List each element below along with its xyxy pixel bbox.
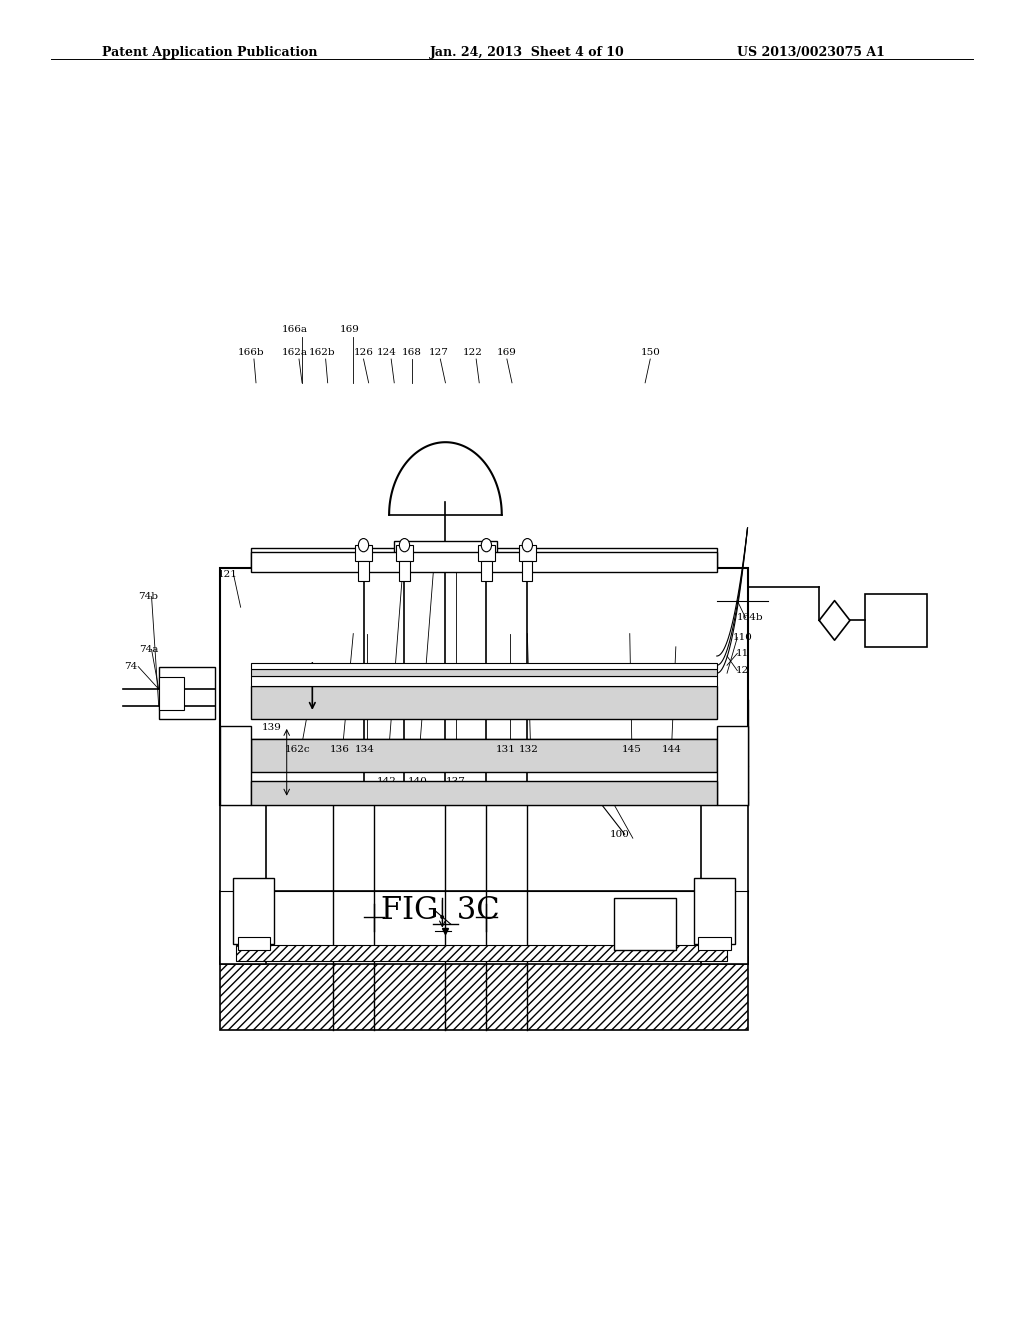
Text: FIG. 3C: FIG. 3C	[381, 895, 500, 927]
Text: 142: 142	[377, 777, 397, 785]
Text: 164b: 164b	[737, 614, 764, 622]
Text: 166a: 166a	[282, 326, 308, 334]
Bar	[220, 568, 748, 805]
Circle shape	[522, 539, 532, 552]
Text: 126: 126	[353, 348, 374, 356]
Text: 162a: 162a	[282, 348, 308, 356]
Bar	[220, 957, 748, 1030]
Bar	[717, 726, 748, 805]
Text: 145: 145	[622, 746, 642, 754]
Text: 74: 74	[125, 663, 137, 671]
Bar	[394, 541, 497, 568]
Bar	[233, 878, 274, 944]
Text: US 2013/0023075 A1: US 2013/0023075 A1	[737, 46, 885, 59]
Bar	[159, 667, 215, 719]
Text: 139: 139	[261, 723, 282, 731]
Text: 12: 12	[736, 667, 749, 675]
Bar	[698, 937, 731, 950]
Text: 150: 150	[640, 348, 660, 356]
Bar	[701, 805, 748, 964]
Text: 162b: 162b	[309, 348, 336, 356]
Text: 140: 140	[408, 777, 428, 785]
Text: 136: 136	[330, 746, 350, 754]
Bar	[358, 561, 369, 581]
Text: 100: 100	[609, 830, 630, 838]
Text: 131: 131	[496, 746, 516, 754]
Bar	[220, 891, 748, 964]
Bar	[614, 898, 676, 950]
Text: 127: 127	[428, 348, 449, 356]
Text: 74b: 74b	[138, 593, 159, 601]
Bar	[396, 545, 413, 561]
Bar	[251, 548, 717, 568]
Text: 169: 169	[497, 348, 517, 356]
Bar	[251, 781, 717, 805]
Text: Patent Application Publication: Patent Application Publication	[102, 46, 317, 59]
Text: 166b: 166b	[238, 348, 264, 356]
Circle shape	[358, 539, 369, 552]
Bar	[522, 561, 532, 581]
Text: 134: 134	[354, 746, 375, 754]
Bar	[251, 663, 717, 669]
Text: 162c: 162c	[285, 746, 311, 754]
Text: Jan. 24, 2013  Sheet 4 of 10: Jan. 24, 2013 Sheet 4 of 10	[430, 46, 625, 59]
Bar	[694, 878, 735, 944]
Bar	[865, 594, 927, 647]
Text: 74a: 74a	[139, 645, 158, 653]
Bar	[355, 545, 372, 561]
Bar	[481, 561, 492, 581]
Text: 144: 144	[662, 746, 682, 754]
Bar	[251, 686, 717, 719]
Text: 132: 132	[518, 746, 539, 754]
Text: 11: 11	[736, 649, 749, 657]
Text: 168: 168	[401, 348, 422, 356]
Bar	[251, 739, 717, 772]
Bar	[399, 561, 410, 581]
Bar	[220, 805, 266, 964]
Circle shape	[481, 539, 492, 552]
Bar	[478, 545, 495, 561]
Bar	[251, 552, 717, 572]
Bar	[251, 669, 717, 676]
Bar	[519, 545, 536, 561]
Bar	[251, 676, 717, 686]
Text: 137: 137	[445, 777, 466, 785]
Circle shape	[399, 539, 410, 552]
Text: 121: 121	[217, 570, 238, 578]
Bar	[159, 677, 184, 710]
Text: 122: 122	[463, 348, 483, 356]
Text: 124: 124	[377, 348, 397, 356]
Text: 110: 110	[732, 634, 753, 642]
Text: 169: 169	[340, 326, 360, 334]
Bar	[220, 726, 251, 805]
Bar	[238, 937, 270, 950]
Bar	[236, 945, 727, 961]
